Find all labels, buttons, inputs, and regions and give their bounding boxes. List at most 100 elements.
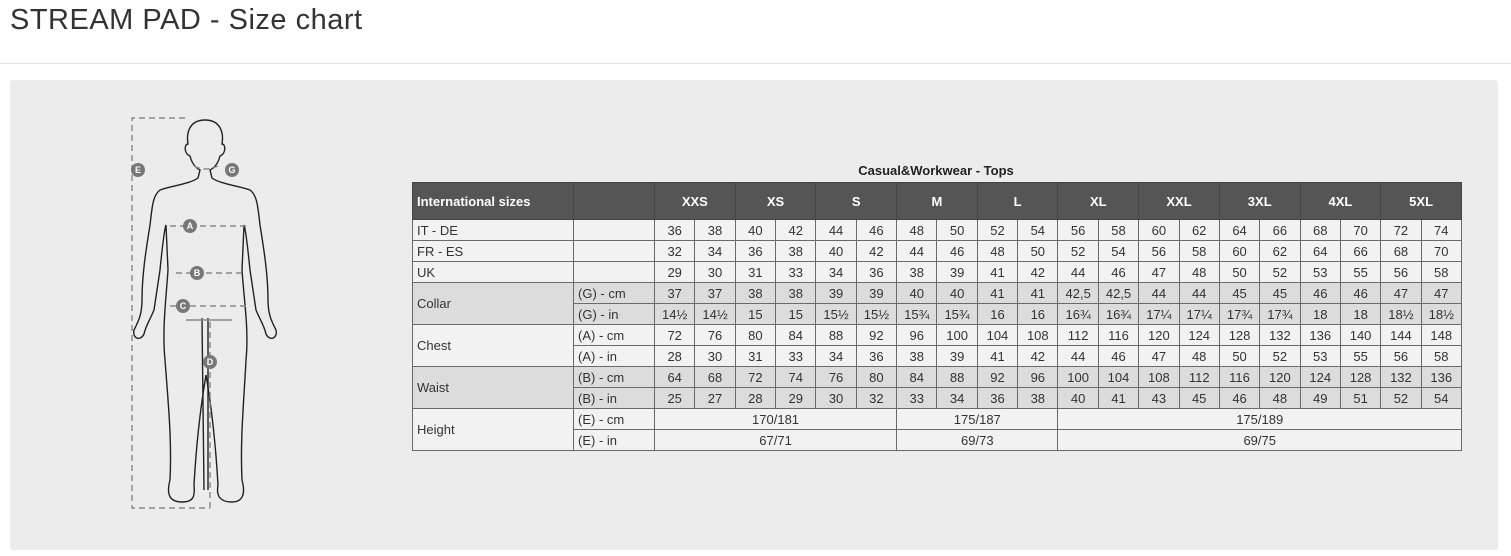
table-cell: 15 bbox=[775, 303, 817, 325]
table-cell: 17¼ bbox=[1178, 303, 1220, 325]
table-cell: 36 bbox=[653, 219, 696, 241]
table-cell: 48 bbox=[1259, 387, 1301, 409]
size-header-xxl: XXL bbox=[1138, 182, 1220, 220]
table-row: UK 29 30 31 33 34 36 38 39 41 42 44 46 47 48 50 52 53 55 56… bbox=[412, 261, 1462, 283]
table-cell: 56 bbox=[1380, 261, 1422, 283]
table-cell: 38 bbox=[896, 345, 938, 367]
table-row: (G) - in 14½ 14½ 15 15 15½ 15½ 15¾ 15¾ 16 16 16¾ 16¾… bbox=[413, 303, 1462, 325]
table-cell: 41 bbox=[976, 261, 1019, 283]
table-cell: 18½ bbox=[1420, 303, 1462, 325]
table-cell: 45 bbox=[1218, 282, 1261, 304]
table-cell: 41 bbox=[1017, 282, 1059, 304]
table-cell: 48 bbox=[976, 240, 1019, 262]
table-cell: 72 bbox=[1380, 219, 1422, 241]
body-measurement-figure: E G A B C D bbox=[131, 117, 278, 509]
table-cell: 58 bbox=[1178, 240, 1220, 262]
table-cell: 42,5 bbox=[1097, 282, 1140, 304]
group-label: Height bbox=[412, 408, 574, 451]
table-cell: 52 bbox=[1057, 240, 1099, 262]
table-cell: 66 bbox=[1339, 240, 1382, 262]
row-sublabel: (G) - in bbox=[573, 303, 655, 325]
table-cell: 58 bbox=[1097, 219, 1140, 241]
table-cell: 47 bbox=[1138, 261, 1180, 283]
table-cell: 48 bbox=[896, 219, 938, 241]
table-cell: 38 bbox=[775, 240, 817, 262]
table-cell: 76 bbox=[815, 366, 857, 388]
table-cell: 34 bbox=[694, 240, 736, 262]
table-cell: 70 bbox=[1339, 219, 1382, 241]
table-row: Height (E) - cm 170/181 175/187 175/189 bbox=[412, 408, 1462, 451]
table-cell: 54 bbox=[1097, 240, 1140, 262]
table-row: FR - ES 32 34 36 38 40 42 44 46 48 50 52 54 56 58 60 62 6… bbox=[412, 240, 1462, 262]
size-header-4xl: 4XL bbox=[1299, 182, 1382, 220]
marker-g: G bbox=[228, 165, 235, 175]
table-cell: 68 bbox=[1299, 219, 1341, 241]
table-cell: 38 bbox=[1017, 387, 1059, 409]
table-cell: 44 bbox=[815, 219, 857, 241]
table-cell: 44 bbox=[1138, 282, 1180, 304]
table-cell: 33 bbox=[896, 387, 938, 409]
table-cell: 36 bbox=[855, 261, 898, 283]
table-cell: 55 bbox=[1339, 345, 1382, 367]
table-cell: 51 bbox=[1339, 387, 1382, 409]
row-sublabel: (E) - in bbox=[573, 429, 655, 451]
table-cell: 62 bbox=[1178, 219, 1220, 241]
table-cell: 37 bbox=[653, 282, 696, 304]
table-cell: 76 bbox=[694, 324, 736, 346]
size-header-5xl: 5XL bbox=[1380, 182, 1462, 220]
table-cell: 64 bbox=[1299, 240, 1341, 262]
table-cell: 52 bbox=[1259, 261, 1301, 283]
table-cell: 44 bbox=[896, 240, 938, 262]
table-cell: 100 bbox=[936, 324, 978, 346]
table-cell: 44 bbox=[1178, 282, 1220, 304]
table-cell: 54 bbox=[1420, 387, 1462, 409]
table-cell: 60 bbox=[1138, 219, 1180, 241]
table-cell: 43 bbox=[1138, 387, 1180, 409]
table-cell: 72 bbox=[653, 324, 696, 346]
table-cell: 92 bbox=[855, 324, 898, 346]
table-cell: 31 bbox=[734, 345, 777, 367]
table-cell: 128 bbox=[1339, 366, 1382, 388]
table-cell: 116 bbox=[1097, 324, 1140, 346]
table-cell: 32 bbox=[855, 387, 898, 409]
table-cell: 45 bbox=[1259, 282, 1301, 304]
table-cell: 45 bbox=[1178, 387, 1220, 409]
table-cell: 49 bbox=[1299, 387, 1341, 409]
table-cell: 56 bbox=[1138, 240, 1180, 262]
table-cell: 16¾ bbox=[1097, 303, 1140, 325]
table-cell: 38 bbox=[896, 261, 938, 283]
size-header-3xl: 3XL bbox=[1218, 182, 1301, 220]
table-cell: 74 bbox=[1420, 219, 1462, 241]
header-international-sizes: International sizes bbox=[412, 182, 574, 220]
table-cell: 88 bbox=[815, 324, 857, 346]
table-cell: 31 bbox=[734, 261, 777, 283]
table-cell: 15½ bbox=[855, 303, 898, 325]
page-title: STREAM PAD - Size chart bbox=[10, 4, 363, 36]
table-cell: 112 bbox=[1178, 366, 1220, 388]
table-cell: 17¾ bbox=[1259, 303, 1301, 325]
table-cell: 30 bbox=[815, 387, 857, 409]
table-cell: 46 bbox=[855, 219, 898, 241]
table-cell: 44 bbox=[1057, 261, 1099, 283]
table-cell: 116 bbox=[1218, 366, 1261, 388]
table-cell: 17¾ bbox=[1218, 303, 1261, 325]
table-cell: 47 bbox=[1420, 282, 1462, 304]
table-row: Waist (B) - cm 64 68 72 74 76 80 84 88 92 96 100 104 1… bbox=[412, 366, 1462, 409]
table-cell: 36 bbox=[976, 387, 1019, 409]
table-cell: 132 bbox=[1380, 366, 1422, 388]
table-cell: 39 bbox=[815, 282, 857, 304]
table-cell: 48 bbox=[1178, 345, 1220, 367]
table-cell: 58 bbox=[1420, 345, 1462, 367]
table-cell: 124 bbox=[1299, 366, 1341, 388]
table-cell: 48 bbox=[1178, 261, 1220, 283]
table-cell: 46 bbox=[936, 240, 978, 262]
table-cell: 92 bbox=[976, 366, 1019, 388]
table-cell: 62 bbox=[1259, 240, 1301, 262]
marker-b: B bbox=[194, 268, 201, 278]
table-cell: 55 bbox=[1339, 261, 1382, 283]
table-cell: 42 bbox=[855, 240, 898, 262]
row-sublabel bbox=[573, 240, 655, 262]
table-cell: 120 bbox=[1259, 366, 1301, 388]
table-cell: 53 bbox=[1299, 261, 1341, 283]
table-row: (E) - in 67/71 69/73 69/75 bbox=[413, 429, 1462, 451]
